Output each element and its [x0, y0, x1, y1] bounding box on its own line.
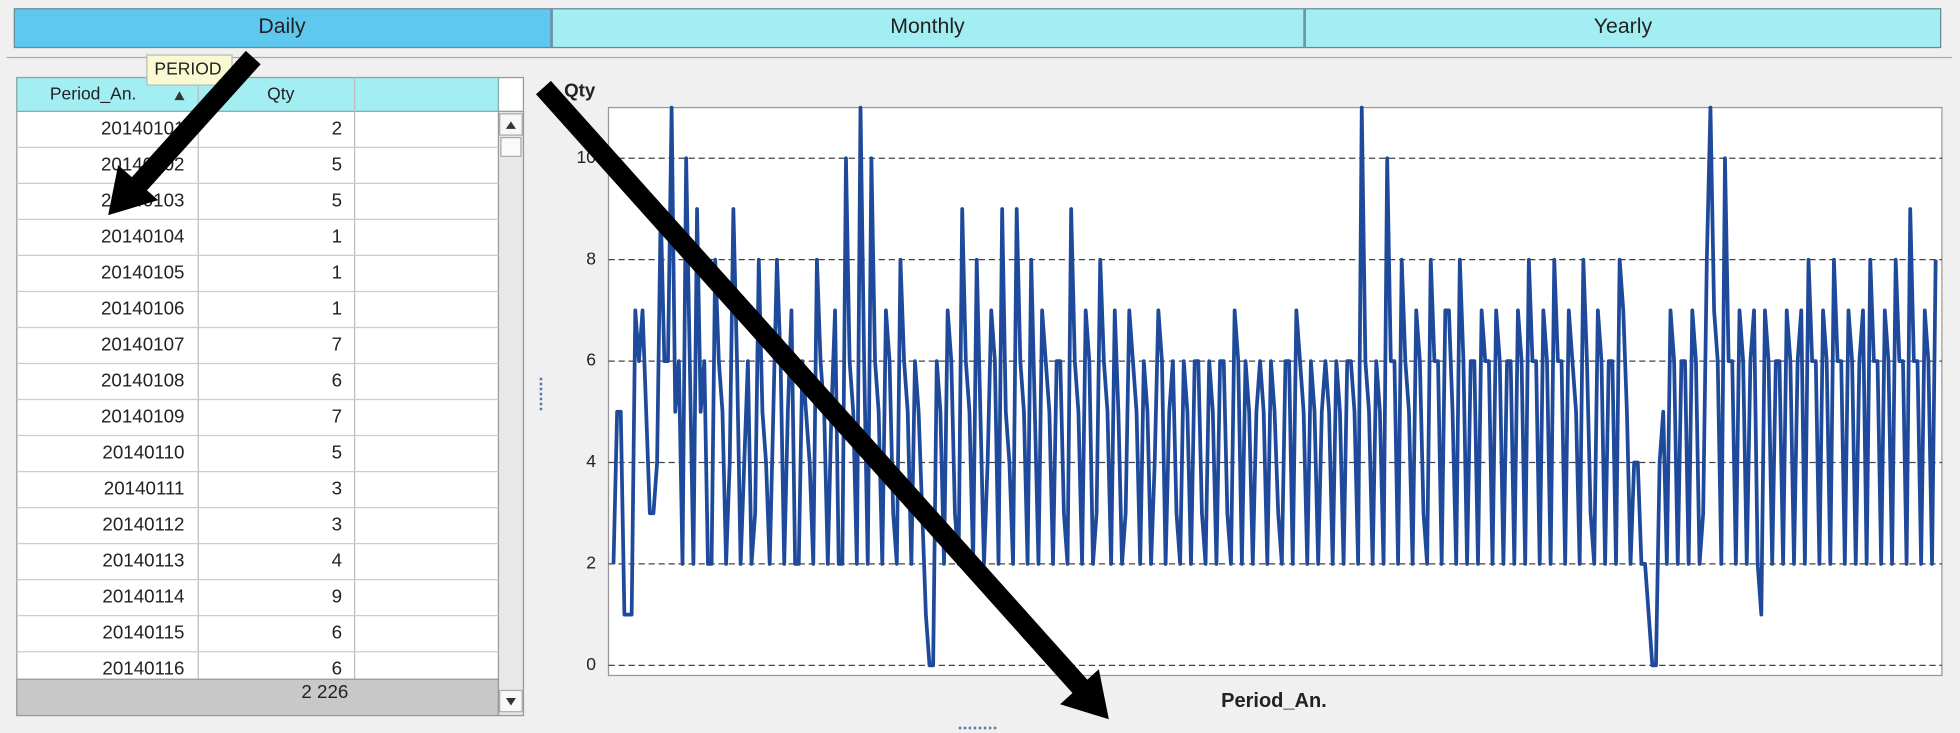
qty-cell: 3	[332, 514, 342, 535]
y-axis-label: Qty	[564, 79, 596, 100]
qty-cell: 7	[332, 333, 342, 354]
y-tick-label: 6	[586, 350, 596, 370]
data-line	[611, 105, 1938, 668]
qty-cell: 1	[332, 225, 342, 246]
period-cell: 20140110	[102, 442, 184, 463]
tab-monthly[interactable]	[551, 8, 1305, 49]
period-cell: 20140115	[102, 622, 184, 643]
scroll-thumb[interactable]	[500, 136, 522, 157]
arrow-shaft	[535, 80, 1089, 695]
qty-cell: 5	[332, 442, 342, 463]
y-tick-label: 4	[586, 451, 596, 471]
period-cell: 20140111	[104, 478, 185, 499]
period-cell: 20140113	[102, 550, 184, 571]
qty-cell: 5	[332, 153, 342, 174]
scrollbar[interactable]	[497, 110, 525, 717]
qty-cell: 2	[332, 117, 342, 138]
qty-cell: 1	[332, 297, 342, 318]
tab-label[interactable]: Yearly	[1594, 14, 1653, 38]
column-header[interactable]: Qty	[267, 84, 294, 104]
period-cell: 20140105	[101, 261, 184, 282]
table	[16, 76, 525, 717]
period-cell: 20140104	[101, 225, 184, 246]
period-cell: 20140109	[101, 405, 184, 426]
column-header[interactable]: Period_An.	[50, 84, 137, 105]
period-cell: 20140114	[102, 586, 184, 607]
tooltip-text: PERIOD	[154, 59, 221, 79]
qty-cell: 6	[332, 369, 342, 390]
y-tick-label: 0	[586, 654, 596, 674]
tooltip	[146, 54, 233, 86]
tab-yearly[interactable]	[1304, 8, 1942, 49]
annotation-arrows	[108, 50, 1109, 720]
qty-cell: 7	[332, 405, 342, 426]
period-cell: 20140116	[102, 658, 184, 679]
arrow-icon	[505, 697, 516, 706]
tab-daily[interactable]	[13, 8, 552, 49]
qty-cell: 6	[332, 658, 342, 679]
arrow-icon	[505, 121, 516, 129]
table-footer	[16, 678, 500, 717]
qty-cell: 4	[332, 550, 342, 571]
qty-cell: 5	[332, 189, 342, 210]
period-cell: 20140107	[101, 333, 184, 354]
tab-label[interactable]: Monthly	[890, 14, 965, 38]
qty-cell: 1	[332, 261, 342, 282]
tab-label[interactable]: Daily	[258, 14, 306, 38]
y-tick-label: 8	[586, 248, 596, 268]
arrow-head	[108, 165, 159, 216]
qty-cell: 3	[332, 478, 342, 499]
sort-icon[interactable]	[174, 91, 185, 101]
period-cell: 20140106	[101, 297, 184, 318]
x-axis-label: Period_An.	[1221, 690, 1327, 712]
arrow-shaft	[130, 50, 261, 192]
y-tick-label: 2	[586, 553, 596, 573]
qty-cell: 9	[332, 586, 342, 607]
total: 2 226	[301, 681, 348, 702]
period-cell: 20140108	[101, 369, 184, 390]
qty-cell: 6	[332, 622, 342, 643]
table-header	[16, 76, 500, 112]
arrow-head	[1060, 669, 1109, 720]
period-cell: 20140101	[101, 117, 184, 138]
period-cell: 20140112	[102, 514, 184, 535]
